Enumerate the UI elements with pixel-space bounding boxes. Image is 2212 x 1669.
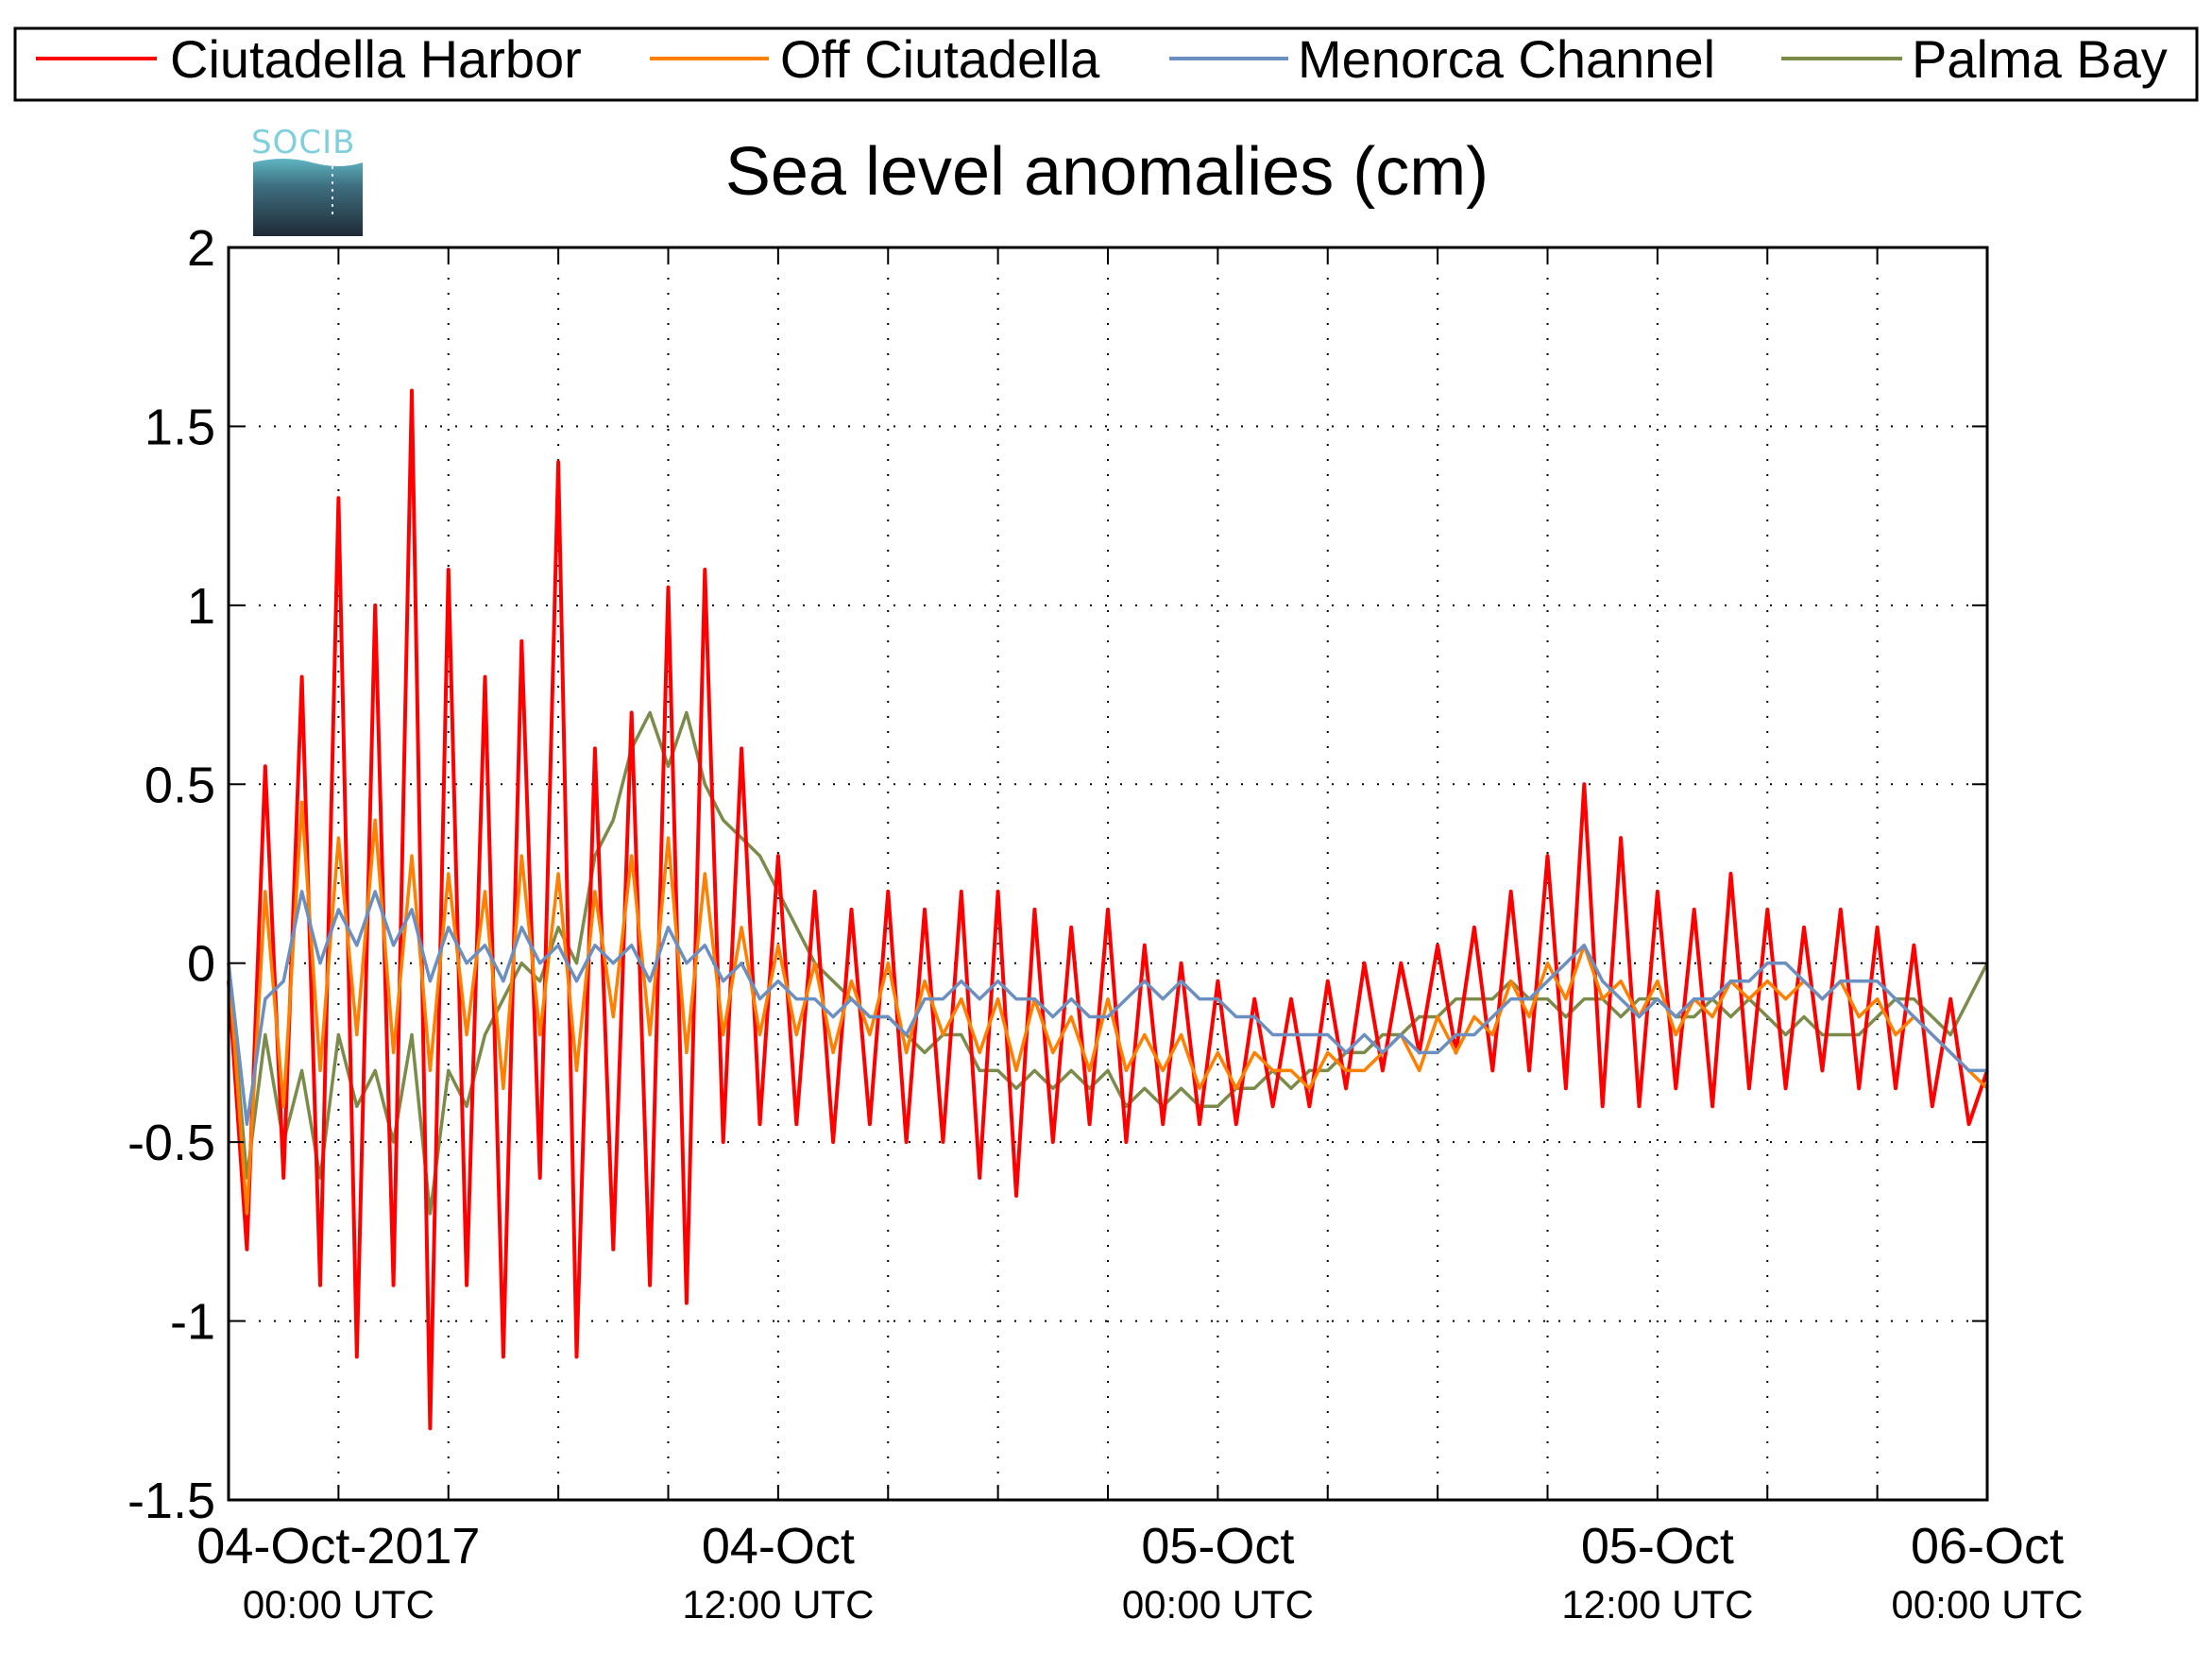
x-tick-label-time: 12:00 UTC	[682, 1582, 874, 1626]
legend-entry-palma-bay[interactable]: Palma Bay	[1781, 29, 2168, 89]
logo-wave	[253, 159, 363, 236]
y-axis: 2 1.5 1 0.5 0 -0.5 -1 -1.5	[128, 220, 1987, 1529]
x-tick-label-date: 05-Oct	[1581, 1518, 1734, 1575]
x-axis: 04-Oct-2017 00:00 UTC 04-Oct 12:00 UTC 05-Oc…	[196, 247, 2084, 1626]
x-tick-label-date: 04-Oct	[702, 1518, 855, 1575]
legend-entry-ciutadella-harbor[interactable]: Ciutadella Harbor	[36, 29, 582, 89]
legend-label-palma-bay: Palma Bay	[1912, 29, 2168, 89]
y-tick-label: 1.5	[145, 399, 215, 455]
socib-logo: SOCIB	[251, 124, 363, 236]
y-tick-label: -1.5	[128, 1473, 215, 1529]
x-tick-label-date: 06-Oct	[1911, 1518, 2064, 1575]
y-tick-label: 0.5	[145, 757, 215, 813]
y-tick-label: 2	[187, 220, 215, 277]
series-layer	[227, 388, 1989, 1431]
legend-label-ciutadella-harbor: Ciutadella Harbor	[170, 29, 582, 89]
y-tick-label: -1	[170, 1294, 215, 1351]
x-tick-label-time: 00:00 UTC	[1891, 1582, 2083, 1626]
legend-entry-menorca-channel[interactable]: Menorca Channel	[1169, 29, 1715, 89]
plot-area	[229, 247, 1987, 1500]
series-line-menorca-channel	[227, 890, 1987, 1126]
y-tick-label: 0	[187, 936, 215, 993]
legend-label-off-ciutadella: Off Ciutadella	[780, 29, 1100, 89]
series-line-palma-bay	[227, 710, 1989, 1216]
x-tick-label-time: 00:00 UTC	[1122, 1582, 1314, 1626]
y-tick-label: 1	[187, 578, 215, 635]
legend-entry-off-ciutadella[interactable]: Off Ciutadella	[650, 29, 1100, 89]
y-tick-label: -0.5	[128, 1115, 215, 1171]
x-tick-label-date: 04-Oct-2017	[196, 1518, 480, 1575]
x-tick-label-time: 00:00 UTC	[243, 1582, 434, 1626]
x-tick-label-date: 05-Oct	[1141, 1518, 1294, 1575]
legend-label-menorca-channel: Menorca Channel	[1298, 29, 1715, 89]
legend-box	[13, 26, 2199, 102]
series-line-ciutadella-harbor	[227, 388, 1989, 1431]
legend: Ciutadella Harbor Off Ciutadella Menorca…	[13, 26, 2199, 102]
logo-text: SOCIB	[251, 124, 355, 162]
x-tick-label-time: 12:00 UTC	[1561, 1582, 1753, 1626]
grid	[229, 247, 1987, 1500]
chart-title: Sea level anomalies (cm)	[725, 134, 1489, 210]
